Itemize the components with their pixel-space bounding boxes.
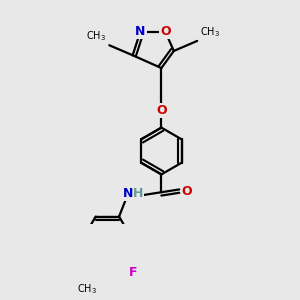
Text: CH$_3$: CH$_3$ xyxy=(200,25,220,39)
Text: H: H xyxy=(133,188,143,200)
Text: N: N xyxy=(135,25,146,38)
Text: CH$_3$: CH$_3$ xyxy=(86,29,106,43)
Text: O: O xyxy=(160,25,170,38)
Text: N: N xyxy=(123,188,133,200)
Text: O: O xyxy=(156,104,167,117)
Text: CH$_3$: CH$_3$ xyxy=(77,283,97,296)
Text: O: O xyxy=(182,184,192,198)
Text: F: F xyxy=(129,266,138,279)
